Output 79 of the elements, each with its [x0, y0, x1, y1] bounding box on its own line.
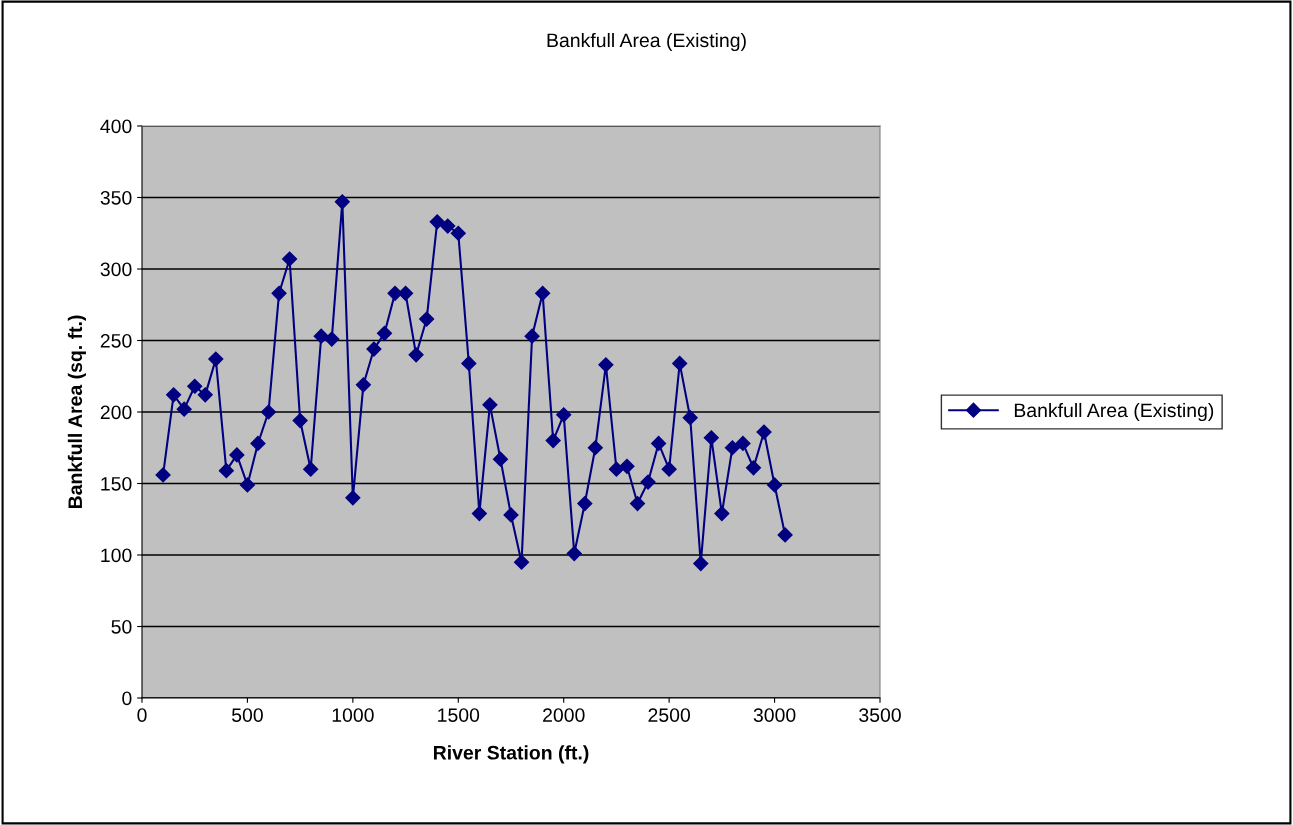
point — [598, 357, 614, 373]
point — [345, 490, 361, 506]
y-tick-label: 0 — [122, 691, 132, 706]
point — [482, 397, 498, 413]
point — [398, 285, 414, 301]
point — [334, 194, 350, 210]
point — [503, 507, 519, 523]
point — [292, 413, 308, 429]
x-tick-label: 1000 — [332, 708, 374, 722]
point — [376, 325, 393, 341]
point — [651, 435, 667, 452]
point — [440, 218, 456, 234]
point — [777, 527, 793, 543]
point — [408, 347, 424, 363]
y-tick-label: 150 — [101, 476, 132, 491]
point — [429, 214, 445, 230]
y-tick-label: 200 — [100, 405, 132, 420]
point — [208, 351, 224, 367]
point — [566, 545, 582, 562]
point — [229, 447, 245, 463]
point — [260, 404, 277, 420]
point — [682, 410, 698, 426]
x-tick-label: 2000 — [543, 708, 585, 722]
y-tick-label: 350 — [100, 190, 132, 205]
point — [619, 458, 635, 474]
point — [703, 430, 719, 446]
point — [577, 495, 593, 512]
point — [735, 435, 751, 452]
point — [187, 378, 203, 394]
y-axis-title: Bankfull Area (sq. ft.) — [67, 315, 86, 509]
y-tick-label: 100 — [101, 548, 132, 563]
y-tick-label: 250 — [100, 333, 132, 348]
point — [461, 355, 477, 371]
point — [745, 460, 762, 476]
y-tick-label: 50 — [111, 619, 132, 634]
point — [767, 477, 783, 493]
point — [693, 556, 709, 572]
point — [166, 387, 182, 403]
legend-label: Bankfull Area (Existing) — [1014, 402, 1214, 422]
point — [419, 311, 435, 327]
point — [535, 285, 551, 301]
point — [471, 505, 487, 522]
chart-title: Bankfull Area (Existing) — [547, 32, 746, 52]
point — [303, 461, 319, 477]
x-tick-label: 500 — [231, 708, 263, 722]
point — [756, 424, 772, 440]
point — [556, 407, 572, 423]
y-tick-label: 400 — [100, 119, 132, 134]
point — [176, 401, 192, 417]
point — [545, 433, 561, 449]
point — [513, 554, 530, 570]
point — [492, 451, 509, 467]
point — [366, 341, 382, 357]
y-tick-label: 300 — [100, 262, 132, 277]
point — [524, 328, 540, 344]
point — [672, 355, 688, 371]
x-tick-label: 0 — [137, 708, 147, 722]
point — [629, 495, 646, 512]
point — [640, 474, 656, 490]
x-tick-label: 3000 — [753, 708, 796, 722]
x-tick-label: 1500 — [438, 708, 480, 722]
point — [271, 285, 287, 301]
point — [608, 461, 624, 477]
point — [587, 440, 603, 456]
point — [355, 377, 371, 393]
point — [282, 251, 298, 267]
x-tick-label: 2500 — [648, 708, 691, 722]
point — [661, 461, 677, 477]
point — [250, 435, 266, 452]
point — [239, 477, 255, 493]
point — [197, 387, 213, 403]
x-tick-label: 3500 — [859, 708, 901, 722]
point — [724, 440, 740, 456]
point — [714, 505, 730, 522]
point — [324, 331, 340, 347]
point — [155, 467, 171, 483]
point — [450, 225, 466, 241]
point — [218, 463, 234, 479]
x-axis-title: River Station (ft.) — [433, 745, 589, 764]
